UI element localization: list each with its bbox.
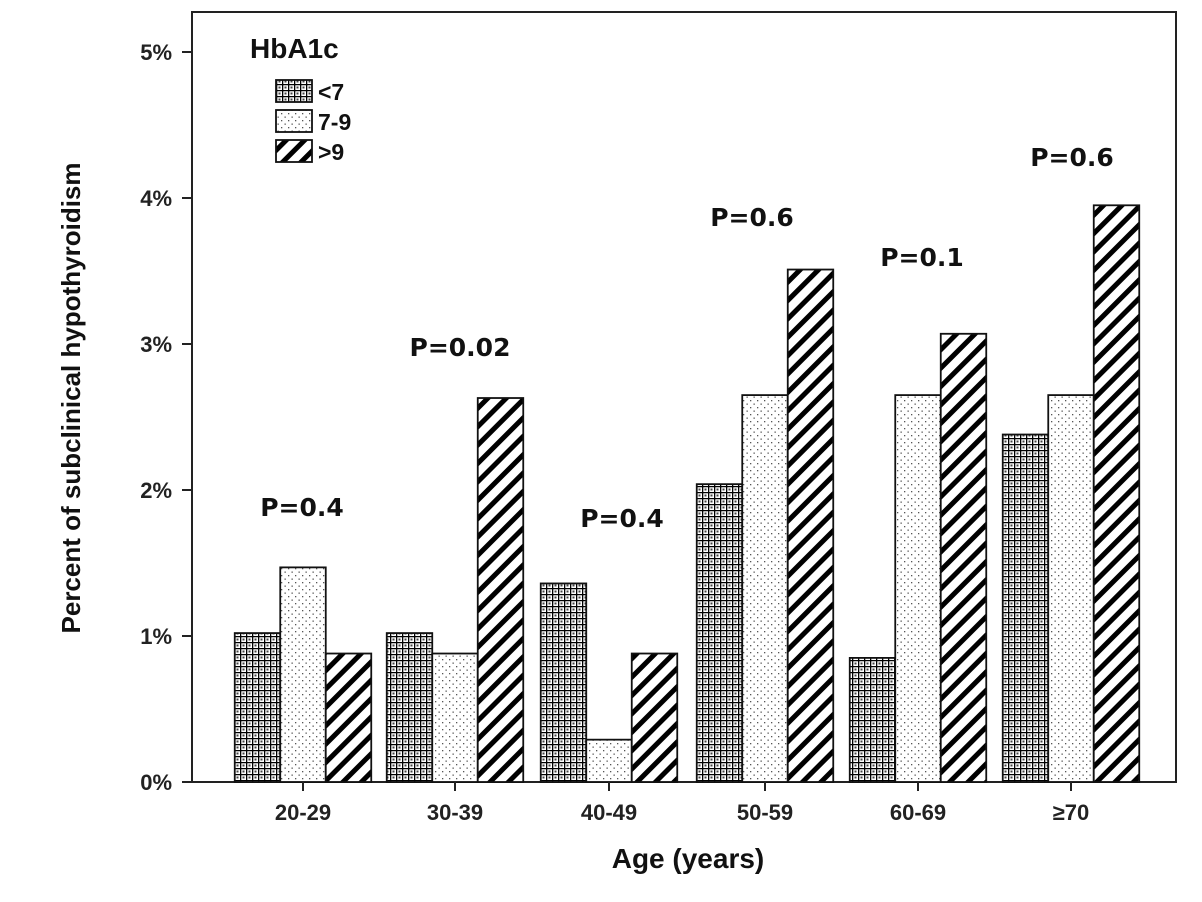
legend-swatch xyxy=(275,79,313,103)
bar xyxy=(630,652,679,783)
legend-label: 7-9 xyxy=(318,109,351,135)
bar xyxy=(1001,433,1050,783)
bar xyxy=(695,483,744,783)
p-value-annotation: P=0.02 xyxy=(410,333,511,362)
bar xyxy=(939,332,988,783)
bar xyxy=(476,397,525,783)
bar xyxy=(741,394,789,783)
bar xyxy=(1047,394,1095,783)
bar xyxy=(539,582,588,783)
x-tick-label: 50-59 xyxy=(737,800,793,825)
legend-swatch xyxy=(275,139,313,163)
y-tick-label: 2% xyxy=(140,478,172,503)
x-tick-label: 60-69 xyxy=(890,800,946,825)
plot-frame xyxy=(191,11,1177,783)
legend-swatch xyxy=(275,109,313,133)
bar xyxy=(385,632,434,783)
legend-title: HbA1c xyxy=(250,33,339,64)
legend: HbA1c <7 7-9 >9 xyxy=(250,33,351,165)
y-tick-label: 3% xyxy=(140,332,172,357)
bar xyxy=(431,652,479,783)
legend-label: <7 xyxy=(318,79,344,105)
y-tick-label: 1% xyxy=(140,624,172,649)
bar xyxy=(894,394,942,783)
x-tick-label: 20-29 xyxy=(275,800,331,825)
p-value-annotation: P=0.6 xyxy=(710,203,794,232)
p-value-annotation: P=0.6 xyxy=(1030,143,1114,172)
x-tick-label: 40-49 xyxy=(581,800,637,825)
x-tick-label: 30-39 xyxy=(427,800,483,825)
x-tick-label: ≥70 xyxy=(1053,800,1090,825)
y-tick-label: 4% xyxy=(140,186,172,211)
bar xyxy=(324,652,373,783)
x-axis-title: Age (years) xyxy=(612,843,765,874)
bar xyxy=(1092,204,1141,783)
bar xyxy=(585,738,633,783)
bar xyxy=(786,268,835,783)
y-axis-title: Percent of subclinical hypothyroidism xyxy=(56,163,86,634)
plot-area: 0% 1% 2% 3% 4% 5% 20-29 30-39 40-49 50-59 60-69 ≥70… xyxy=(56,11,1177,874)
bar xyxy=(233,632,282,783)
y-tick-label: 0% xyxy=(140,770,172,795)
bar xyxy=(848,657,897,783)
p-value-annotation: P=0.4 xyxy=(260,493,344,522)
bar xyxy=(279,566,327,783)
y-tick-label: 5% xyxy=(140,40,172,65)
p-value-annotation: P=0.4 xyxy=(580,504,664,533)
p-value-annotation: P=0.1 xyxy=(880,243,964,272)
legend-label: >9 xyxy=(318,139,344,165)
